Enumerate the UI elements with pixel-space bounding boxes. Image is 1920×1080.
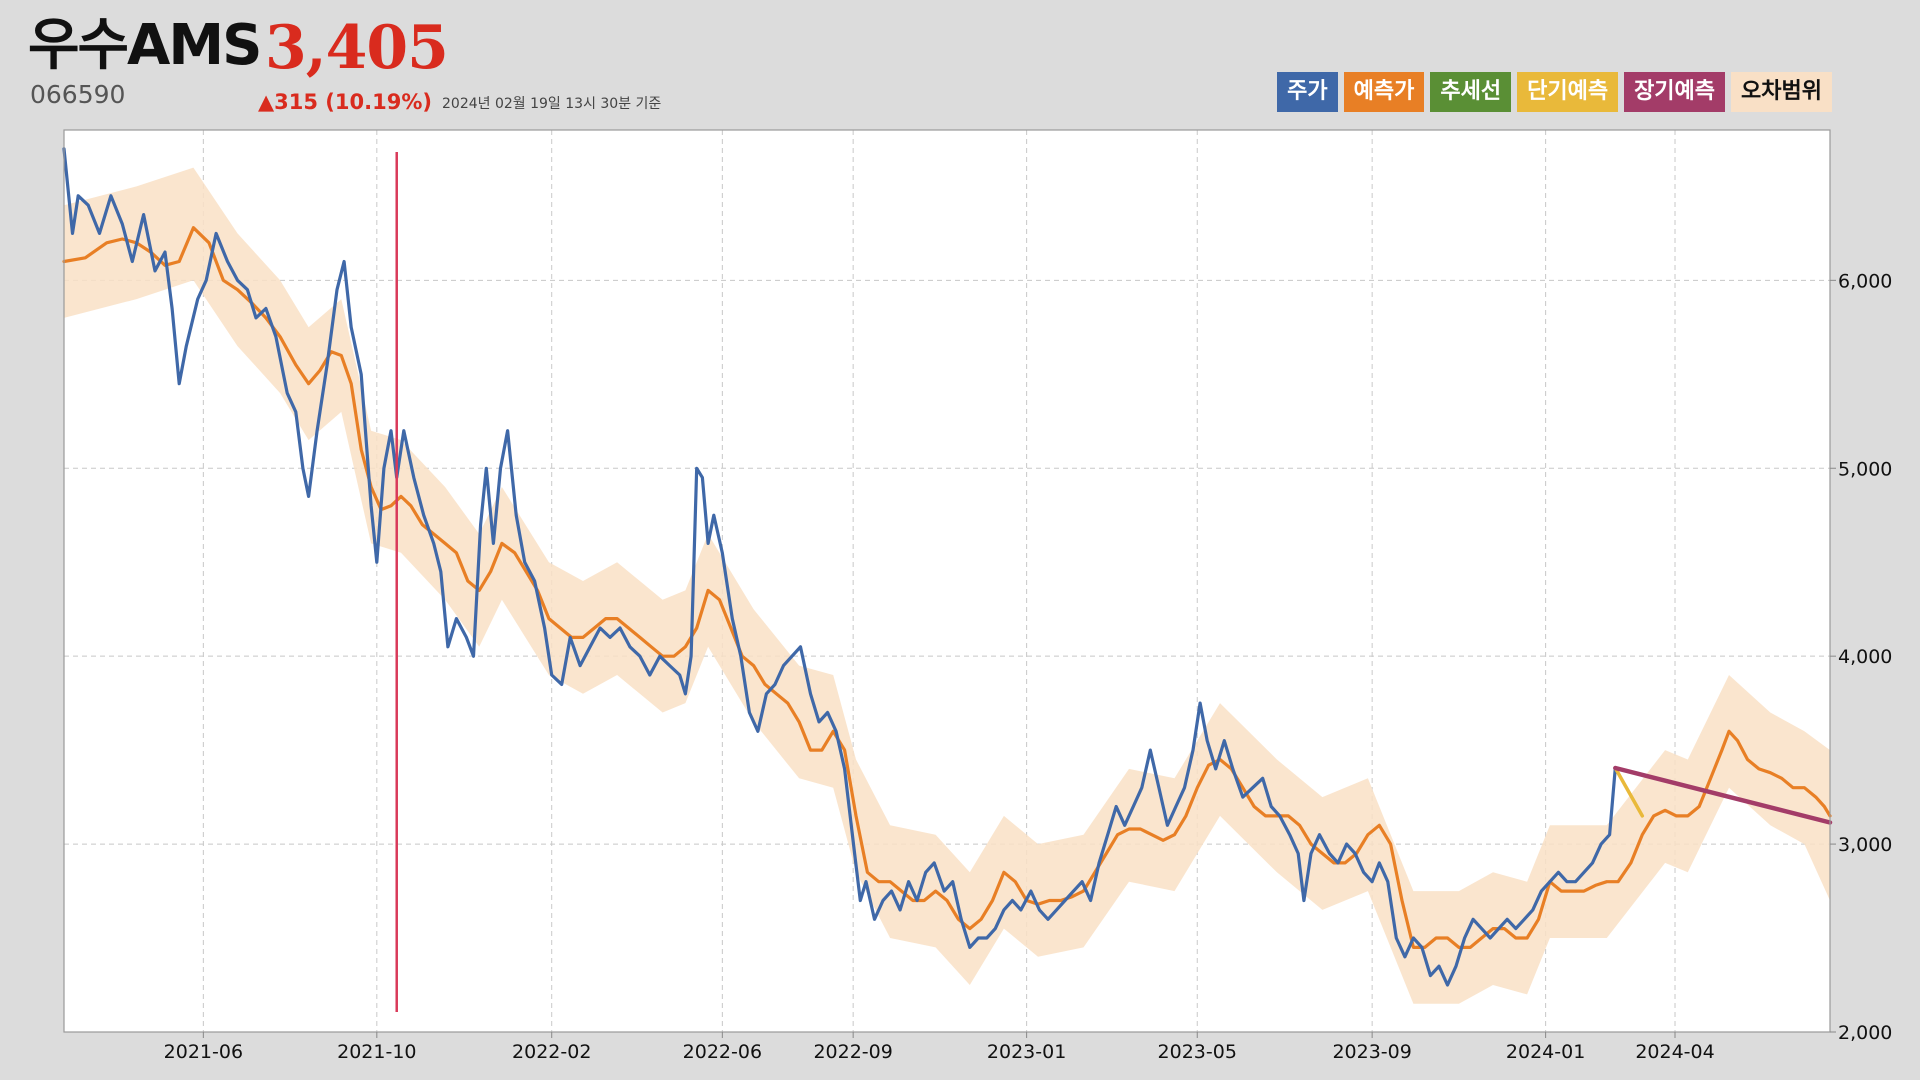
price-line xyxy=(62,147,1617,987)
x-tick-label: 2022-02 xyxy=(512,1041,591,1063)
legend-item-forecast[interactable]: 예측가 xyxy=(1343,72,1425,112)
y-tick-label: 4,000 xyxy=(1838,646,1892,668)
stock-timestamp: 2024년 02월 19일 13시 30분 기준 xyxy=(442,96,662,112)
legend-item-trend[interactable]: 추세선 xyxy=(1430,72,1512,112)
stock-name: 우수AMS xyxy=(28,13,262,78)
chart-legend: 주가 예측가 추세선 단기예측 장기예측 오차범위 xyxy=(1277,72,1832,112)
x-tick-label: 2024-04 xyxy=(1635,1041,1714,1063)
x-tick-label: 2021-06 xyxy=(164,1041,243,1063)
stock-header: 우수AMS 3,405 066590 ▲315 (10.19%) 2024년 0… xyxy=(0,0,1920,130)
legend-item-price[interactable]: 주가 xyxy=(1277,72,1338,112)
x-tick-label: 2022-09 xyxy=(813,1041,892,1063)
plot-border xyxy=(63,129,1831,1033)
axis-ticks: 2,000 3,000 4,000 5,000 6,000 2021-06 2021-10 2… xyxy=(164,270,1893,1063)
forecast-line xyxy=(62,226,1832,949)
y-tick-label: 5,000 xyxy=(1838,458,1892,480)
error-band-area xyxy=(64,167,1830,1004)
legend-item-short-term[interactable]: 단기예측 xyxy=(1517,72,1619,112)
x-tick-label: 2022-06 xyxy=(683,1041,762,1063)
y-tick-label: 2,000 xyxy=(1838,1022,1892,1044)
x-tick-label: 2021-10 xyxy=(337,1041,416,1063)
legend-item-error-band[interactable]: 오차범위 xyxy=(1731,72,1832,112)
stock-price: 3,405 xyxy=(265,13,449,83)
short-term-forecast-line xyxy=(1613,766,1645,818)
x-tick-label: 2023-09 xyxy=(1332,1041,1411,1063)
legend-item-long-term[interactable]: 장기예측 xyxy=(1624,72,1726,112)
stock-change: ▲315 (10.19%) xyxy=(258,90,432,114)
y-tick-label: 3,000 xyxy=(1838,834,1892,856)
x-tick-label: 2023-01 xyxy=(987,1041,1066,1063)
x-tick-label: 2023-05 xyxy=(1158,1041,1237,1063)
long-term-forecast-line xyxy=(1613,765,1833,825)
y-tick-label: 6,000 xyxy=(1838,270,1892,292)
x-tick-label: 2024-01 xyxy=(1506,1041,1585,1063)
stock-code: 066590 xyxy=(30,80,126,109)
